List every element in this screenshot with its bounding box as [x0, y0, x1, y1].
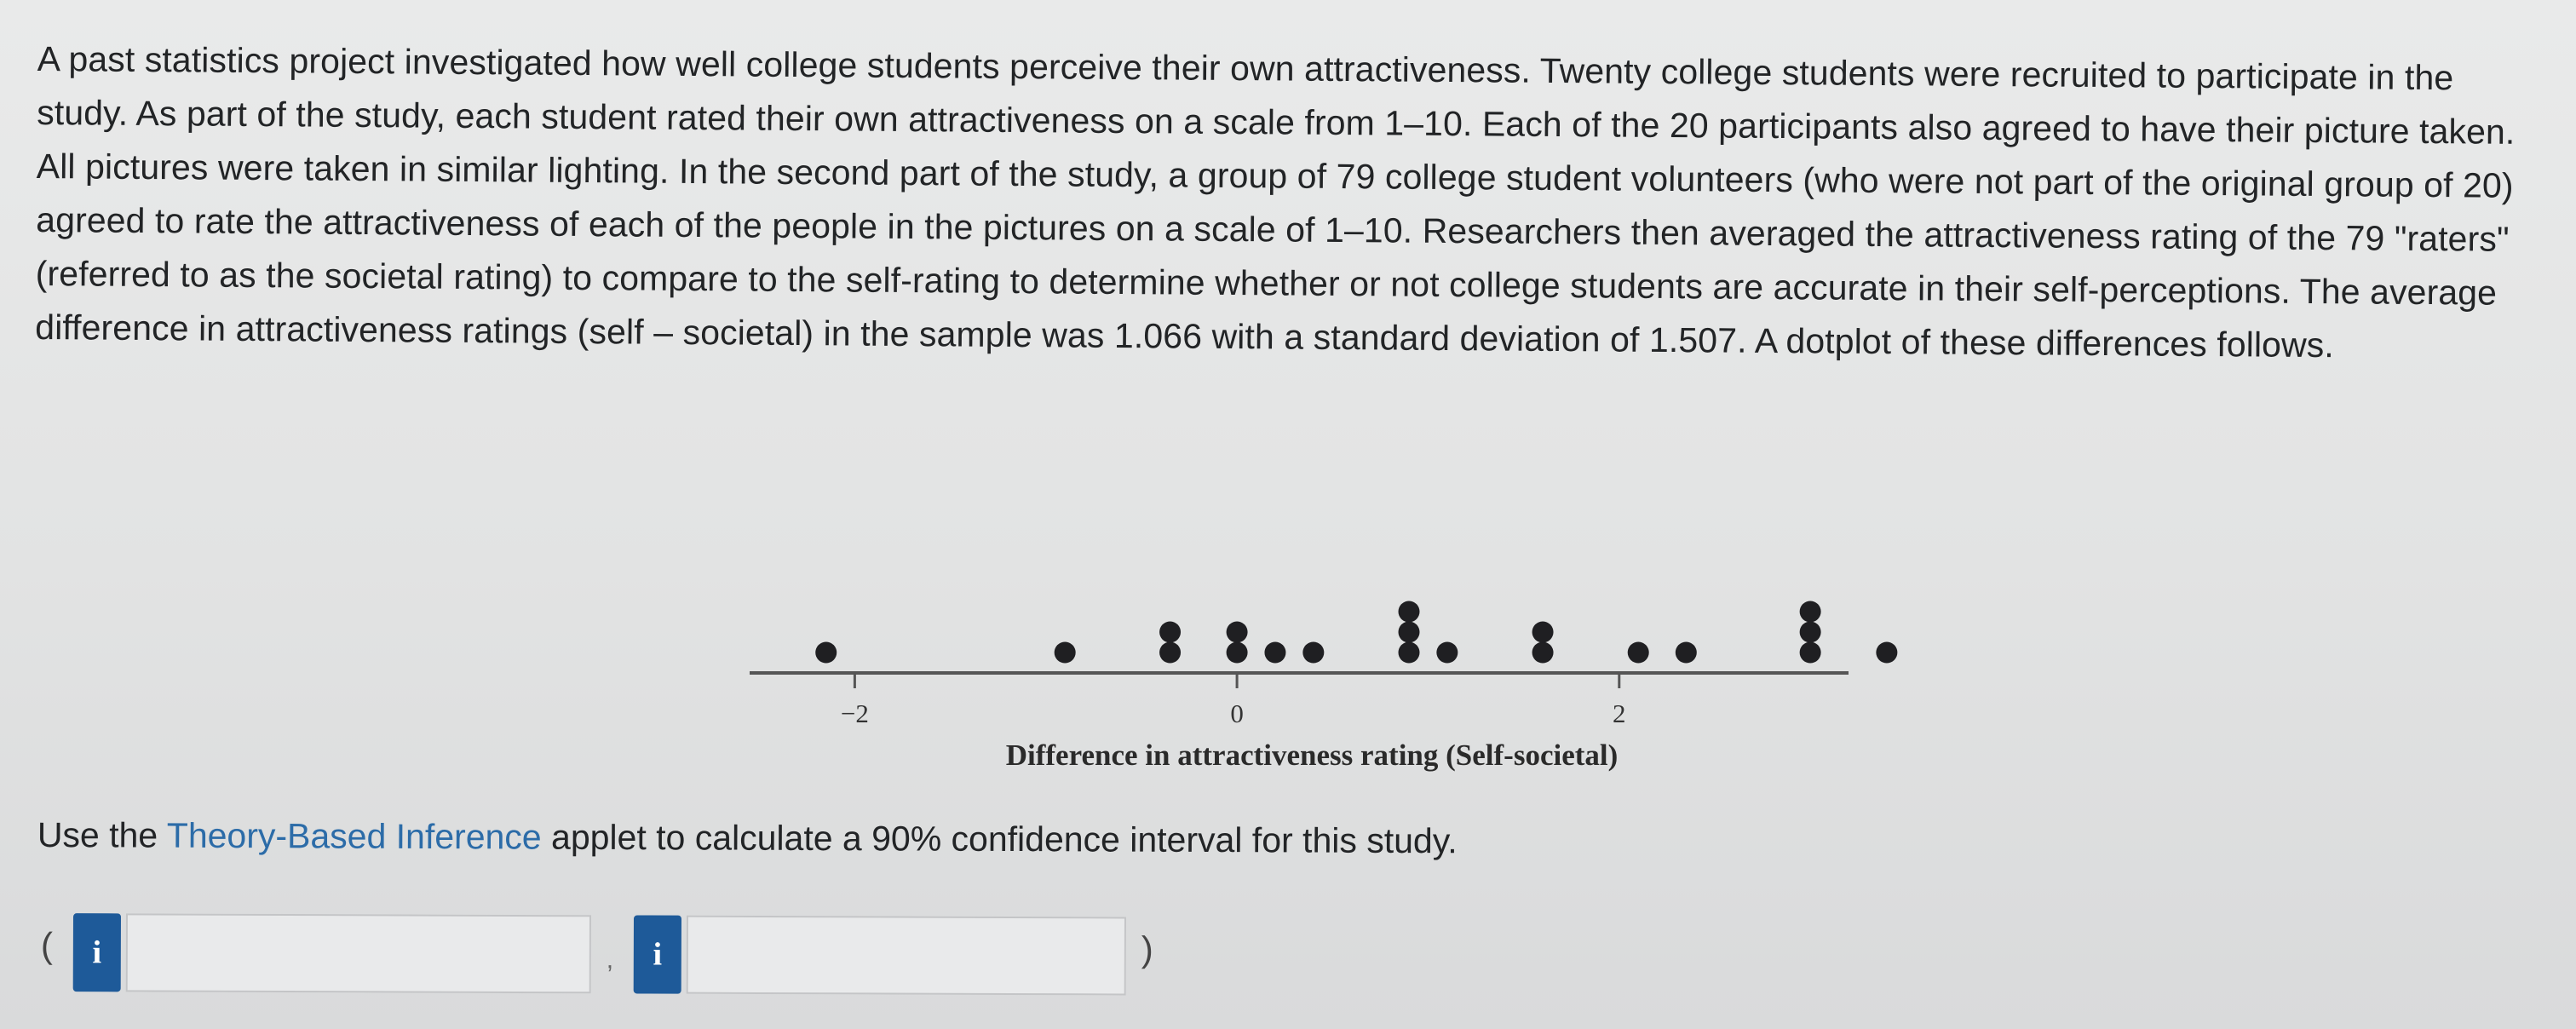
- close-paren: ): [1141, 928, 1153, 969]
- interval-comma: ,: [606, 946, 614, 974]
- lower-bound-info-icon[interactable]: i: [72, 913, 121, 992]
- data-dot: [1532, 641, 1554, 664]
- x-tick-label: −2: [841, 698, 869, 728]
- question-paragraph: A past statistics project investigated h…: [35, 38, 2516, 365]
- dotplot-chart: −2 0 2 Difference in attractiveness rating…: [733, 545, 1898, 792]
- data-dot: [1675, 641, 1697, 664]
- data-dot: [1159, 641, 1182, 664]
- data-dot: [1398, 601, 1420, 623]
- data-dot: [1436, 641, 1458, 664]
- data-dot: [1876, 641, 1898, 664]
- data-dot: [1799, 621, 1821, 643]
- theory-based-inference-link[interactable]: Theory-Based Inference: [166, 815, 542, 857]
- x-tick-label: 2: [1613, 698, 1626, 728]
- data-dot: [1159, 621, 1182, 643]
- data-dot: [1054, 641, 1076, 664]
- data-dot: [1226, 641, 1248, 664]
- data-dot: [1799, 601, 1821, 623]
- instruction-text: Use the Theory-Based Inference applet to…: [37, 811, 1458, 865]
- open-paren: (: [40, 925, 53, 966]
- upper-bound-input[interactable]: [686, 915, 1126, 996]
- data-dot: [1532, 621, 1554, 643]
- data-dot: [815, 641, 837, 664]
- instruction-after: applet to calculate a 90% confidence int…: [541, 817, 1458, 861]
- lower-bound-input[interactable]: [125, 913, 591, 994]
- data-dot: [1799, 641, 1821, 664]
- instruction-before: Use the: [37, 814, 167, 855]
- data-dot: [1302, 641, 1325, 664]
- confidence-interval-answer: ( i , i ): [37, 913, 1153, 1003]
- data-dot: [1264, 641, 1286, 664]
- x-axis-ticks: −2 0 2: [841, 673, 1626, 728]
- x-tick-label: 0: [1230, 698, 1244, 728]
- data-dot: [1398, 621, 1420, 643]
- x-axis-title: Difference in attractiveness rating (Sel…: [1006, 739, 1619, 772]
- dots-group: [815, 601, 1898, 664]
- data-dot: [1398, 641, 1420, 664]
- dotplot-svg: −2 0 2 Difference in attractiveness rating…: [750, 601, 1898, 772]
- data-dot: [1226, 621, 1248, 643]
- upper-bound-info-icon[interactable]: i: [633, 915, 681, 994]
- data-dot: [1627, 641, 1649, 664]
